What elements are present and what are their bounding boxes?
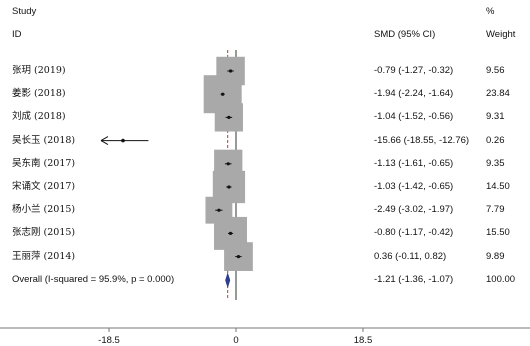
x-tick-label: 0 [233,335,238,346]
point-estimate [228,231,233,235]
study-label: 张志刚 (2015) [12,227,76,239]
study-ci-text: -1.03 (-1.42, -0.65) [374,181,454,192]
overall-weight-text: 100.00 [486,274,516,286]
study-ci-text: -0.80 (-1.17, -0.42) [374,227,454,239]
study-label: 宋诵文 (2017) [12,181,76,192]
study-ci-text: -0.79 (-1.27, -0.32) [374,65,454,76]
study-weight-text: 14.50 [486,181,510,192]
study-weight-text: 0.26 [486,134,505,146]
study-label: 张玥 (2019) [12,65,66,76]
point-estimate [226,162,230,166]
study-weight-text: 7.79 [486,204,505,216]
study-ci-text: -1.04 (-1.52, -0.56) [374,111,454,123]
study-label: 姜影 (2018) [12,88,66,100]
point-estimate [228,69,233,73]
overall-label: Overall (I-squared = 95.9%, p = 0.000) [12,274,175,286]
study-label: 吴东南 (2017) [12,157,76,169]
study-weight-text: 9.31 [486,111,505,123]
point-estimate [221,92,225,96]
point-estimate [236,255,241,259]
study-label: 杨小兰 (2015) [12,204,76,216]
percent-header: % [486,6,495,17]
study-weight-text: 9.89 [486,250,505,262]
study-ci-text: -1.13 (-1.61, -0.65) [374,157,454,169]
study-label: 刘成 (2018) [12,111,66,123]
study-label: 王丽萍 (2014) [12,250,76,262]
study-weight-text: 9.35 [486,157,505,169]
study-weight-text: 23.84 [486,88,510,100]
study-label: 吴长玉 (2018) [12,134,76,146]
overall-diamond [225,272,231,289]
study-ci-text: -15.66 (-18.55, -12.76) [374,134,470,146]
point-estimate [217,208,221,212]
id-header: ID [12,29,22,40]
study-ci-text: -1.94 (-2.24, -1.64) [374,88,454,100]
point-estimate [121,138,125,143]
point-estimate [227,115,231,119]
point-estimate [227,185,231,189]
ci-arrow-left [100,136,109,146]
smd-header: SMD (95% CI) [374,29,436,40]
study-weight-text: 15.50 [486,227,510,239]
x-tick-label: 18.5 [354,335,373,346]
x-tick-label: -18.5 [98,335,120,346]
study-ci-text: 0.36 (-0.11, 0.82) [374,250,447,262]
study-ci-text: -2.49 (-3.02, -1.97) [374,204,454,216]
overall-ci-text: -1.21 (-1.36, -1.07) [374,274,454,286]
study-header: Study [12,6,37,17]
weight-header: Weight [486,29,516,40]
study-weight-text: 9.56 [486,65,505,76]
